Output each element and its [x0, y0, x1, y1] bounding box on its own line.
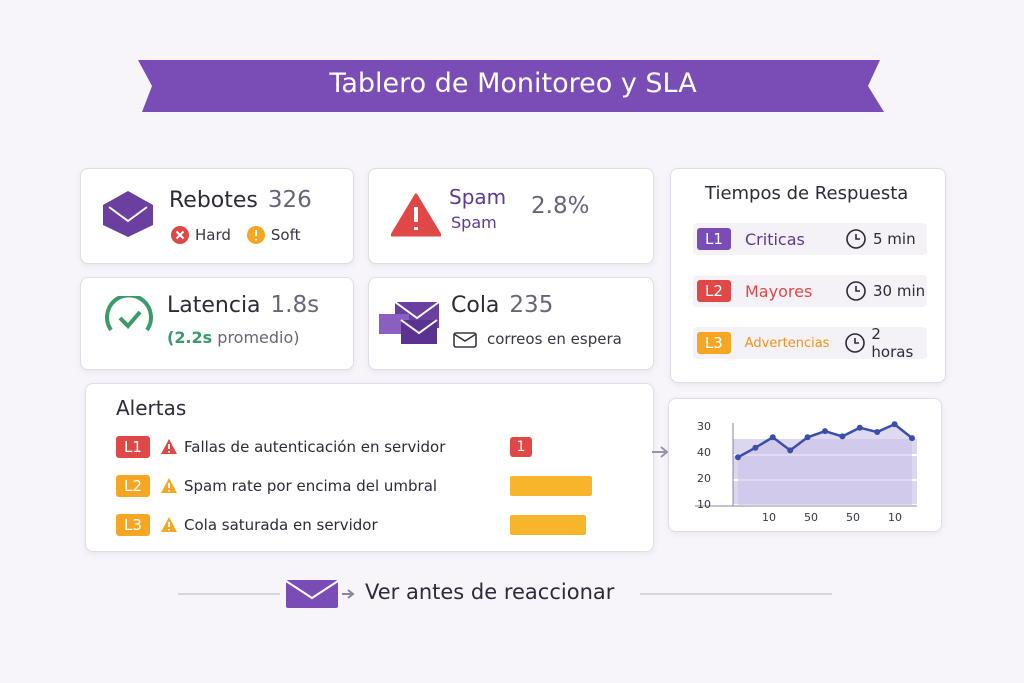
icon-clock	[846, 281, 866, 301]
icon-warn	[161, 517, 177, 532]
note: promedio)	[217, 328, 300, 347]
icon-x	[171, 226, 189, 244]
icon-mails	[379, 301, 440, 344]
icon-clock	[844, 333, 865, 353]
point	[839, 433, 846, 440]
status-bar	[510, 515, 586, 535]
level-badge: L3	[697, 332, 731, 354]
point	[874, 429, 881, 436]
response-row: L3 Advertencias 2 horas	[693, 325, 927, 361]
card-response: Tiempos de Respuesta L1 Criticas 5 min L2 Ma…	[670, 168, 946, 383]
card-chart: 30 40 20 10 10 50 50 10	[668, 398, 942, 532]
x-label: 50	[846, 511, 860, 524]
value: 1.8s	[270, 292, 320, 318]
point	[909, 435, 915, 442]
mini-chart: 30 40 20 10 10 50 50 10	[695, 420, 917, 524]
icon-warn	[246, 226, 265, 244]
x-label: 10	[762, 511, 776, 524]
icon-envelope	[103, 191, 153, 237]
footer-text: Ver antes de reaccionar	[365, 580, 615, 604]
point	[735, 454, 741, 461]
banner	[138, 60, 884, 112]
note-value: (2.2s	[167, 328, 213, 347]
card-spam: Spam Spam 2.8%	[368, 168, 654, 264]
y-label: 10	[697, 498, 711, 511]
point	[856, 424, 863, 431]
y-label: 20	[697, 472, 711, 485]
label: Spam	[449, 185, 507, 209]
time: 5 min	[873, 230, 916, 248]
section-title: Tiempos de Respuesta	[705, 183, 909, 204]
card-rebotes: Rebotes 326 Hard Soft	[80, 168, 354, 264]
area	[738, 424, 912, 506]
point	[752, 444, 759, 451]
y-label: 40	[697, 446, 711, 459]
point	[787, 447, 794, 454]
alert-text: Spam rate por encima del umbral	[184, 477, 438, 495]
label: Latencia	[167, 293, 261, 318]
response-row: L2 Mayores 30 min	[693, 275, 927, 307]
value: 235	[509, 292, 554, 318]
point	[769, 434, 776, 441]
label: Cola	[451, 293, 500, 318]
alert-text: Cola saturada en servidor	[184, 516, 378, 534]
point	[804, 434, 811, 441]
level-badge: L1	[697, 228, 731, 250]
title: Tablero de Monitoreo y SLA	[329, 68, 697, 99]
arrow	[652, 446, 669, 458]
response-row: L1 Criticas 5 min	[693, 223, 927, 255]
icon-warn	[161, 439, 177, 454]
alert-text: Fallas de autenticación en servidor	[184, 438, 446, 456]
card-latencia: Latencia 1.8s (2.2s promedio)	[80, 277, 354, 370]
point	[891, 421, 898, 428]
alert-row: L3 Cola saturada en servidor	[116, 514, 616, 536]
level-badge: L2	[116, 475, 150, 497]
footer-line	[178, 580, 832, 608]
section-title: Alertas	[116, 396, 187, 420]
tag: Soft	[270, 226, 301, 244]
value: 2.8%	[531, 193, 590, 219]
label: Rebotes	[169, 188, 258, 213]
level-badge: L3	[116, 514, 150, 536]
priority-name: Advertencias	[744, 335, 830, 351]
time: 30 min	[873, 282, 926, 300]
y-label: 30	[697, 420, 711, 433]
level-badge: L2	[697, 280, 731, 302]
priority-name: Mayores	[745, 281, 813, 301]
level-badge: L1	[116, 436, 150, 458]
priority-name: Criticas	[745, 229, 805, 249]
icon-warn	[161, 478, 177, 493]
value: 326	[267, 187, 312, 213]
alert-row: L1 Fallas de autenticación en servidor 1	[116, 436, 616, 458]
x-label: 10	[888, 511, 902, 524]
card-alerts: Alertas L1 Fallas de autenticación en ser…	[85, 383, 654, 552]
time: 2 horas	[871, 325, 914, 361]
card-cola: Cola 235 correos en espera	[368, 277, 654, 370]
icon-alert	[391, 193, 441, 237]
count-badge: 1	[510, 437, 532, 457]
status-bar	[510, 476, 592, 496]
alert-row: L2 Spam rate por encima del umbral	[116, 475, 616, 497]
tag: Hard	[195, 226, 231, 244]
icon-gauge	[105, 296, 153, 332]
point	[822, 428, 828, 435]
note: correos en espera	[487, 330, 622, 348]
icon-mail	[453, 332, 477, 348]
sublabel: Spam	[451, 213, 497, 232]
icon-clock	[846, 229, 866, 249]
x-label: 50	[804, 511, 818, 524]
